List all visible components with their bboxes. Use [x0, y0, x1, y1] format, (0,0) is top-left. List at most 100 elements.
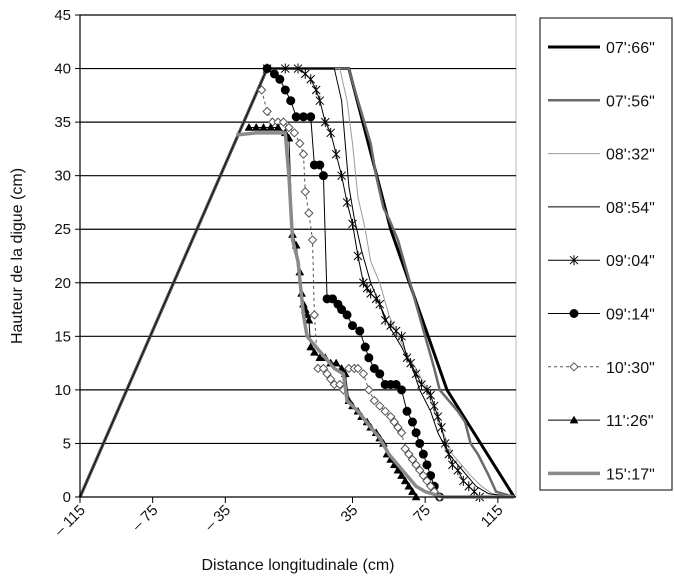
data-point: [402, 352, 412, 363]
x-tick-label: – 75: [129, 502, 162, 535]
data-point: [269, 69, 279, 79]
data-point: [259, 122, 268, 131]
data-point: [315, 95, 325, 106]
data-point: [318, 363, 329, 374]
data-point: [569, 309, 579, 318]
data-point: [389, 417, 399, 427]
data-point: [286, 96, 296, 106]
data-point: [397, 331, 406, 342]
data-point: [397, 385, 407, 395]
legend-item: 08':54": [548, 200, 655, 217]
legend-label: 07':56": [606, 93, 655, 110]
data-point: [393, 422, 403, 433]
data-point: [411, 428, 421, 438]
data-point: [348, 321, 357, 331]
x-tick-label: – 115: [51, 502, 89, 540]
data-point: [391, 380, 401, 390]
legend-item: 07':56": [548, 93, 655, 110]
data-point: [273, 122, 283, 131]
data-point: [315, 353, 325, 362]
series-line: [236, 131, 515, 499]
data-point: [328, 294, 338, 304]
y-tick-label: 30: [54, 168, 71, 185]
data-point: [306, 342, 316, 351]
legend-item: 11':26": [548, 413, 654, 430]
x-axis-title: Distance longitudinale (cm): [202, 557, 395, 574]
data-point: [275, 74, 285, 84]
legend-label: 09':04": [606, 253, 655, 270]
data-point: [311, 84, 321, 95]
data-point: [325, 374, 336, 384]
data-point: [337, 170, 346, 181]
data-point: [309, 310, 320, 320]
x-tick-label: 115: [478, 502, 507, 531]
y-tick-label: 35: [54, 114, 71, 131]
data-point: [295, 138, 305, 149]
data-point: [335, 379, 345, 390]
data-point: [396, 428, 407, 438]
data-point: [256, 85, 267, 95]
data-point: [318, 171, 328, 181]
series-9: [236, 131, 515, 499]
legend: 07':66" 07':56" 08':32" 08':54" 09':04" 09':1…: [539, 17, 673, 491]
series-7: [256, 85, 515, 502]
data-point: [375, 401, 385, 411]
series-6: [262, 64, 515, 502]
data-point: [355, 326, 365, 336]
x-tick-labels: – 115 – 75 – 35 35 75 115: [51, 502, 507, 540]
data-point: [251, 122, 261, 131]
data-point: [358, 369, 369, 379]
data-point: [418, 449, 428, 459]
legend-label: 10':30": [606, 360, 655, 377]
data-point: [415, 438, 425, 448]
y-tick-labels: 0 5 10 15 20 25 30 35 40 45: [54, 7, 71, 506]
data-point: [406, 358, 415, 369]
data-point: [360, 342, 370, 352]
data-point: [453, 465, 463, 476]
data-point: [304, 315, 314, 324]
data-point: [440, 438, 450, 449]
data-point: [400, 444, 410, 454]
data-point: [289, 128, 300, 138]
data-point: [304, 208, 314, 218]
series-line: [78, 67, 515, 499]
data-point: [307, 235, 318, 245]
data-point: [337, 305, 347, 315]
series-line: [79, 68, 515, 498]
data-point: [418, 470, 429, 481]
series-3: [79, 68, 515, 498]
legend-item: 09':14": [548, 307, 655, 324]
data-point: [371, 293, 381, 304]
series-line: [79, 68, 515, 498]
data-point: [415, 465, 425, 475]
data-point: [342, 310, 352, 320]
data-point: [364, 353, 374, 363]
data-point: [404, 449, 414, 459]
data-point: [429, 400, 439, 411]
legend-label: 08':54": [606, 200, 655, 217]
data-point: [369, 395, 380, 406]
data-point: [362, 283, 372, 294]
legend-label: 11':26": [606, 413, 654, 430]
data-point: [348, 218, 357, 229]
data-point: [422, 476, 432, 486]
data-point: [342, 197, 352, 208]
legend-item: 07':66": [548, 40, 655, 57]
data-point: [433, 411, 443, 422]
data-point: [331, 149, 341, 160]
data-point: [326, 127, 336, 138]
legend-item: 08':32": [548, 147, 655, 164]
data-point: [380, 406, 390, 417]
data-point: [426, 390, 435, 401]
data-point: [293, 63, 303, 74]
legend-item: 15':17": [548, 466, 655, 483]
y-tick-label: 5: [63, 435, 71, 452]
data-point: [306, 112, 316, 122]
data-point: [262, 106, 272, 117]
data-point: [280, 63, 290, 74]
data-point: [400, 476, 410, 485]
data-point: [569, 255, 579, 266]
data-point: [322, 369, 332, 379]
data-point: [244, 122, 254, 131]
data-point: [306, 74, 316, 85]
